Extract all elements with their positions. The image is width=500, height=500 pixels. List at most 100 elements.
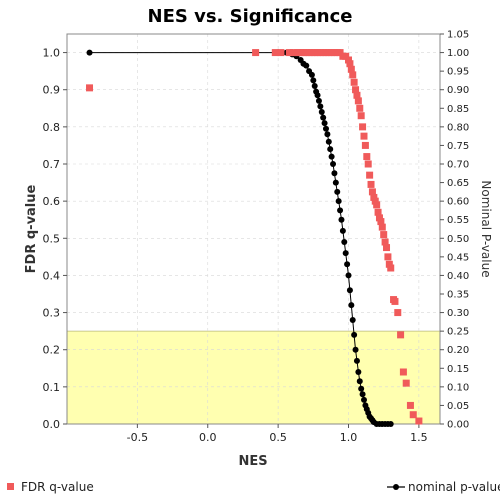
fdr-qvalue-point [391,297,399,305]
nominal-pvalue-point [308,71,315,78]
nominal-pvalue-point [335,198,342,205]
nominal-pvalue-point [325,138,332,145]
legend: FDR q-value nominal p-value [7,480,500,494]
nominal-pvalue-point [353,357,360,364]
nominal-pvalue-point [314,92,321,99]
legend-nominal-label: nominal p-value [408,480,500,494]
fdr-qvalue-point [347,65,355,73]
y-tick-label: 0.2 [43,344,61,357]
fdr-qvalue-point [385,260,393,268]
fdr-qvalue-point [380,231,388,239]
fdr-qvalue-point [373,201,381,209]
y-tick-label: 0.3 [43,307,61,320]
nominal-pvalue-point [330,161,337,167]
y-axis-label: FDR q-value [24,184,39,273]
fdr-qvalue-point [360,132,368,140]
fdr-qvalue-point [375,214,383,222]
nominal-pvalue-point [318,109,325,115]
significance-highlight-region [67,331,440,424]
nominal-pvalue-point [324,131,331,138]
nominal-pvalue-point [338,216,345,223]
fdr-qvalue-point [354,97,362,105]
nominal-pvalue-point [86,49,93,56]
x-tick-label: 1.5 [410,431,428,444]
fdr-qvalue-point [359,123,367,131]
fdr-qvalue-point [86,84,94,92]
y2-tick-label: 0.75 [447,141,469,152]
y-tick-label: 0.7 [43,158,61,171]
nominal-pvalue-point [360,396,367,403]
y-tick-label: 0.6 [43,195,61,208]
y2-tick-label: 0.20 [447,345,469,356]
fdr-qvalue-point [346,60,354,68]
y2-tick-label: 0.50 [447,234,469,245]
fdr-qvalue-point [363,153,371,161]
y2-tick-label: 0.00 [447,420,469,431]
fdr-qvalue-point [290,49,298,57]
fdr-qvalue-point [415,417,423,425]
fdr-qvalue-point [409,411,417,419]
nominal-pvalue-point [342,250,349,257]
fdr-qvalue-point [336,49,344,57]
y2-tick-label: 0.60 [447,197,469,208]
y2-tick-label: 0.95 [447,67,469,78]
fdr-qvalue-point [285,49,293,57]
y2-tick-label: 0.90 [447,85,469,96]
fdr-qvalue-point [277,49,285,57]
nominal-pvalue-point [320,114,327,121]
fdr-qvalue-point [371,197,379,205]
nominal-pvalue-point [351,331,358,338]
fdr-qvalue-point [349,71,357,79]
fdr-qvalue-point [383,244,391,252]
y2-tick-label: 0.65 [447,178,469,189]
fdr-qvalue-point [384,253,392,261]
fdr-qvalue-point [368,188,376,196]
fdr-qvalue-point [399,368,407,376]
fdr-qvalue-point [378,223,386,231]
fdr-qvalue-point [394,309,402,317]
nominal-pvalue-point [327,146,334,153]
nominal-pvalue-point [317,103,324,110]
nominal-pvalue-point [345,272,352,279]
y2-tick-label: 0.35 [447,290,469,301]
y-tick-label: 0.0 [43,418,61,431]
legend-fdr-marker [7,483,14,490]
y2-tick-label: 0.70 [447,160,469,171]
nominal-pvalue-point [359,391,366,398]
nominal-pvalue-point [348,302,355,309]
fdr-qvalue-point [374,208,382,216]
fdr-qvalue-point [361,141,369,149]
nominal-pvalue-point [303,62,310,69]
y-tick-label: 0.4 [43,269,61,282]
chart-title: NES vs. Significance [148,6,353,27]
y2-tick-label: 0.30 [447,308,469,319]
nominal-pvalue-point [344,261,351,268]
nominal-pvalue-point [349,317,356,323]
x-tick-label: 1.0 [340,431,358,444]
fdr-qvalue-point [364,160,372,168]
fdr-qvalue-point [366,171,374,179]
y2-tick-label: 0.10 [447,382,469,393]
y2-tick-label: 0.55 [447,215,469,226]
plot-border [66,33,441,425]
nominal-pvalue-point [337,207,344,214]
y2-tick-label: 0.85 [447,104,469,115]
y2-tick-label: 0.80 [447,122,469,133]
fdr-qvalue-point [402,379,410,387]
nominal-pvalue-point [331,170,338,177]
nominal-pvalue-point [310,77,317,84]
nominal-pvalue-point [358,385,365,392]
fdr-qvalue-point [271,49,279,57]
legend-fdr-label: FDR q-value [21,480,94,494]
x-tick-label: 0.5 [269,431,287,444]
fdr-qvalue-point [350,78,358,86]
y2-tick-label: 1.05 [447,30,469,41]
fdr-qvalue-point [252,49,260,57]
fdr-qvalue-point [352,86,360,94]
fdr-qvalue-point [356,104,364,112]
nominal-pvalue-point [339,227,346,234]
x-tick-label: 0.0 [199,431,217,444]
fdr-qvalue-point [345,56,353,64]
x-tick-label: -0.5 [127,431,148,444]
nominal-pvalue-point [387,421,394,427]
